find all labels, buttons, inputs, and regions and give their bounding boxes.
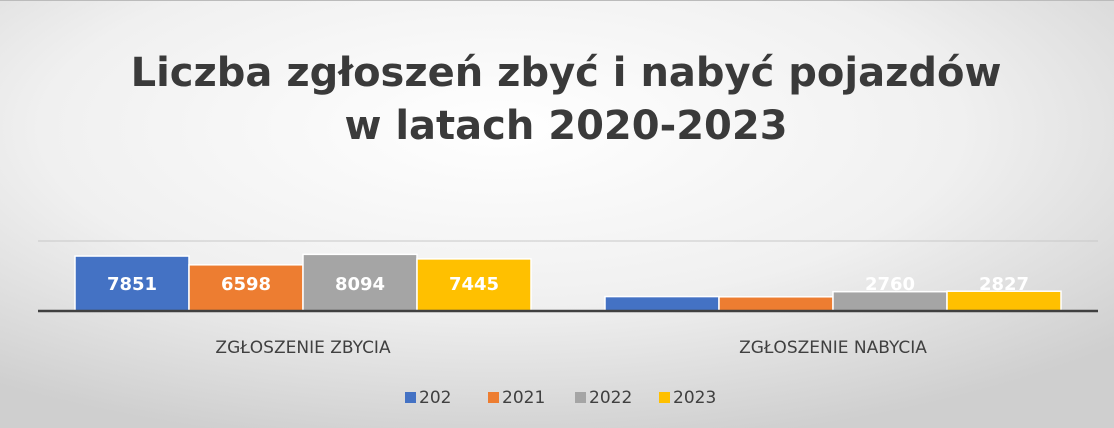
chart-title: w latach 2020-2023 — [344, 103, 787, 149]
x-tick-label: ZGŁOSZENIE ZBYCIA — [215, 338, 391, 358]
legend-label: 2021 — [502, 388, 545, 408]
bar — [416, 258, 532, 312]
data-label: 2827 — [979, 274, 1029, 295]
data-label: 2760 — [865, 274, 915, 295]
bar — [718, 296, 834, 312]
bar — [74, 255, 190, 312]
data-label: 6598 — [221, 274, 271, 295]
legend-label: 2022 — [589, 388, 632, 408]
data-label: 7851 — [107, 274, 157, 295]
data-label: 7445 — [449, 274, 499, 295]
legend-swatch — [488, 392, 499, 403]
legend-swatch — [659, 392, 670, 403]
legend-label: 2023 — [673, 388, 716, 408]
data-label: 8094 — [335, 274, 385, 295]
x-tick-label: ZGŁOSZENIE NABYCIA — [739, 338, 927, 358]
bar — [604, 295, 720, 312]
legend-swatch — [405, 392, 416, 403]
chart-title: Liczba zgłoszeń zbyć i nabyć pojazdów — [131, 50, 1002, 96]
legend-label: 202 — [419, 388, 451, 408]
bar — [302, 253, 418, 312]
legend-swatch — [575, 392, 586, 403]
